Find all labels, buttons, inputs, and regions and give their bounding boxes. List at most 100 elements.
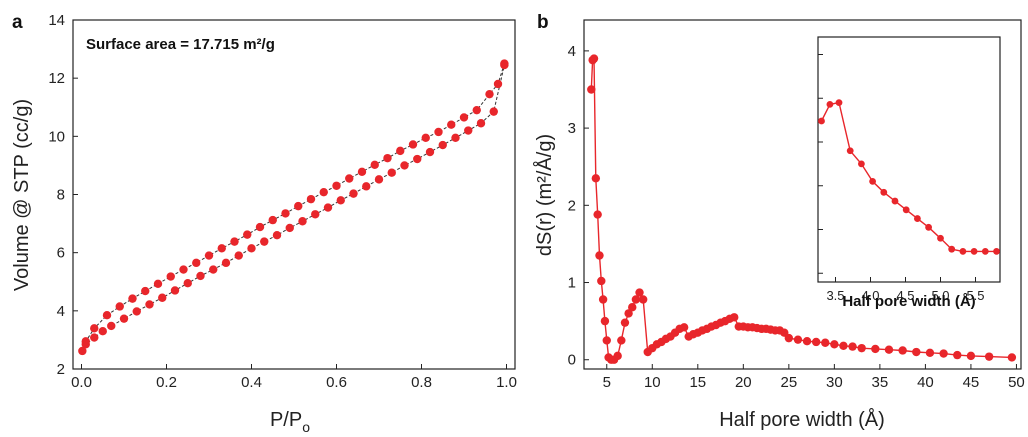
- panel-b-data-point: [857, 343, 866, 353]
- panel-a-data-point: [158, 293, 167, 302]
- panel-b-data-point: [953, 350, 962, 360]
- panel-a-x-tick-label: 0.6: [326, 374, 347, 391]
- panel-b-data-point: [587, 85, 596, 94]
- panel-a-data-point: [413, 154, 422, 164]
- panel-a-data-point: [204, 251, 214, 260]
- inset-data-point: [914, 215, 921, 222]
- panel-a-data-point: [370, 160, 379, 170]
- panel-a-data-point: [489, 107, 498, 116]
- panel-a-data-point: [102, 310, 112, 320]
- panel-b-ticks: 5 10 15 20 25 30 35 40 45 50 0 1 2 3 4: [568, 43, 1025, 391]
- panel-a-y-tick-label: 12: [48, 70, 65, 87]
- panel-a-y-tick-label: 14: [48, 12, 65, 29]
- panel-a-data-point: [209, 265, 218, 274]
- panel-b-plot-frame: [583, 19, 1022, 370]
- panel-a-data-point: [179, 265, 188, 274]
- panel-b-x-tick-label: 15: [689, 374, 706, 391]
- inset-data-point: [826, 100, 834, 108]
- panel-b-data-point: [631, 295, 641, 304]
- panel-b-data-point: [821, 338, 830, 347]
- panel-b-data-point: [984, 352, 994, 361]
- panel-a-data-point: [243, 230, 252, 239]
- panel-b-data-point: [939, 349, 948, 358]
- inset-data-point: [818, 117, 825, 125]
- inset-data-point: [948, 245, 956, 253]
- panel-b-data-point: [1007, 353, 1017, 362]
- panel-b-x-tick-label: 5: [603, 374, 611, 391]
- panel-a-data-point: [298, 217, 307, 226]
- panel-a-data-point: [119, 314, 129, 323]
- panel-b-x-tick-label: 40: [917, 374, 934, 391]
- panel-a-data-point: [425, 147, 435, 157]
- panel-a-data-point: [464, 126, 473, 135]
- inset-ticks: 3.5 4.0 4.5 5.0 5.5: [818, 54, 985, 303]
- panel-b-data-point: [620, 318, 630, 327]
- panel-b-data-point: [589, 54, 599, 63]
- panel-b-data-point: [624, 309, 633, 318]
- panel-a-data-point: [285, 223, 294, 233]
- inset-x-axis-label: Half pore width (Å): [842, 293, 975, 310]
- inset-plot-frame: [817, 36, 1001, 283]
- panel-b-y-tick-label: 2: [568, 197, 576, 214]
- panel-a-data-point: [272, 231, 282, 240]
- inset-data-point: [925, 223, 932, 231]
- panel-a-data-point: [306, 194, 316, 204]
- panel-a-data-point: [493, 79, 503, 89]
- panel-b-y-tick-label: 4: [568, 43, 576, 60]
- panel-a-data-point: [345, 174, 354, 183]
- panel-a-data-point: [400, 161, 409, 170]
- panel-a-label: a: [12, 12, 23, 33]
- panel-a-annotation: Surface area = 17.715 m²/g: [86, 36, 275, 53]
- panel-a-y-tick-label: 4: [57, 303, 65, 320]
- panel-b-data-point: [613, 351, 622, 361]
- panel-a-series-1-line: [81, 64, 505, 352]
- panel-a-data-point: [357, 167, 367, 177]
- panel-a-y-tick-label: 2: [57, 361, 65, 378]
- panel-b-data-point: [898, 346, 907, 355]
- panel-b-data-point: [595, 251, 604, 260]
- panel-a-data-point: [141, 286, 150, 296]
- panel-a-data-point: [230, 237, 239, 246]
- inset-x-tick-label: 4.5: [896, 288, 914, 303]
- panel-b-data-point: [635, 288, 644, 297]
- panel-b-data-point: [593, 210, 602, 219]
- panel-b-x-axis-label: Half pore width (Å): [719, 408, 885, 431]
- panel-a-y-axis-label: Volume @ STP (cc/g): [11, 99, 33, 291]
- panel-b-data-point: [966, 351, 976, 361]
- panel-b: b 5 10 15 20 25 30 35 40 45 50 0 1 2 3 4 Half pore wid…: [533, 12, 1025, 431]
- inset-x-tick-label: 5.0: [931, 288, 949, 303]
- panel-b-data-point: [679, 323, 689, 332]
- panel-a-data-point: [383, 153, 392, 163]
- inset-data-point: [835, 99, 843, 107]
- panel-b-x-tick-label: 50: [1008, 374, 1025, 391]
- panel-b-data-point: [871, 344, 880, 354]
- inset-data-point: [858, 160, 865, 168]
- inset-data-point: [869, 177, 876, 185]
- inset-data-point: [880, 188, 888, 196]
- panel-a-data-point: [90, 333, 99, 342]
- panel-b-points: [587, 54, 1017, 364]
- panel-a-y-tick-label: 6: [57, 245, 65, 262]
- panel-b-data-point: [830, 340, 839, 349]
- panel-a-data-point: [183, 279, 192, 288]
- inset-x-tick-label: 3.5: [826, 288, 844, 303]
- panel-a: a 0.0 0.2 0.4 0.6 0.8 1.0 2 4 6 8 10 12 14 Surface a…: [11, 12, 517, 435]
- panel-a-data-point: [311, 210, 320, 219]
- panel-a-data-point: [234, 251, 243, 260]
- panel-b-data-point: [802, 337, 812, 346]
- panel-a-data-point: [255, 222, 265, 232]
- panel-b-data-point: [811, 337, 821, 347]
- inset-data-point: [993, 247, 1000, 255]
- panel-b-data-point: [598, 295, 608, 304]
- panel-a-data-point: [421, 133, 430, 142]
- panel-a-data-point: [476, 119, 486, 128]
- panel-a-data-point: [438, 140, 447, 150]
- panel-a-data-point: [221, 258, 231, 268]
- panel-a-data-point: [166, 272, 175, 281]
- panel-b-y-tick-label: 3: [568, 120, 576, 137]
- inset-x-tick-label: 4.0: [861, 288, 879, 303]
- inset-points: [818, 99, 1000, 255]
- panel-b-y-tick-label: 1: [568, 275, 576, 292]
- panel-a-series-2-line: [85, 63, 505, 342]
- panel-a-data-point: [408, 140, 418, 149]
